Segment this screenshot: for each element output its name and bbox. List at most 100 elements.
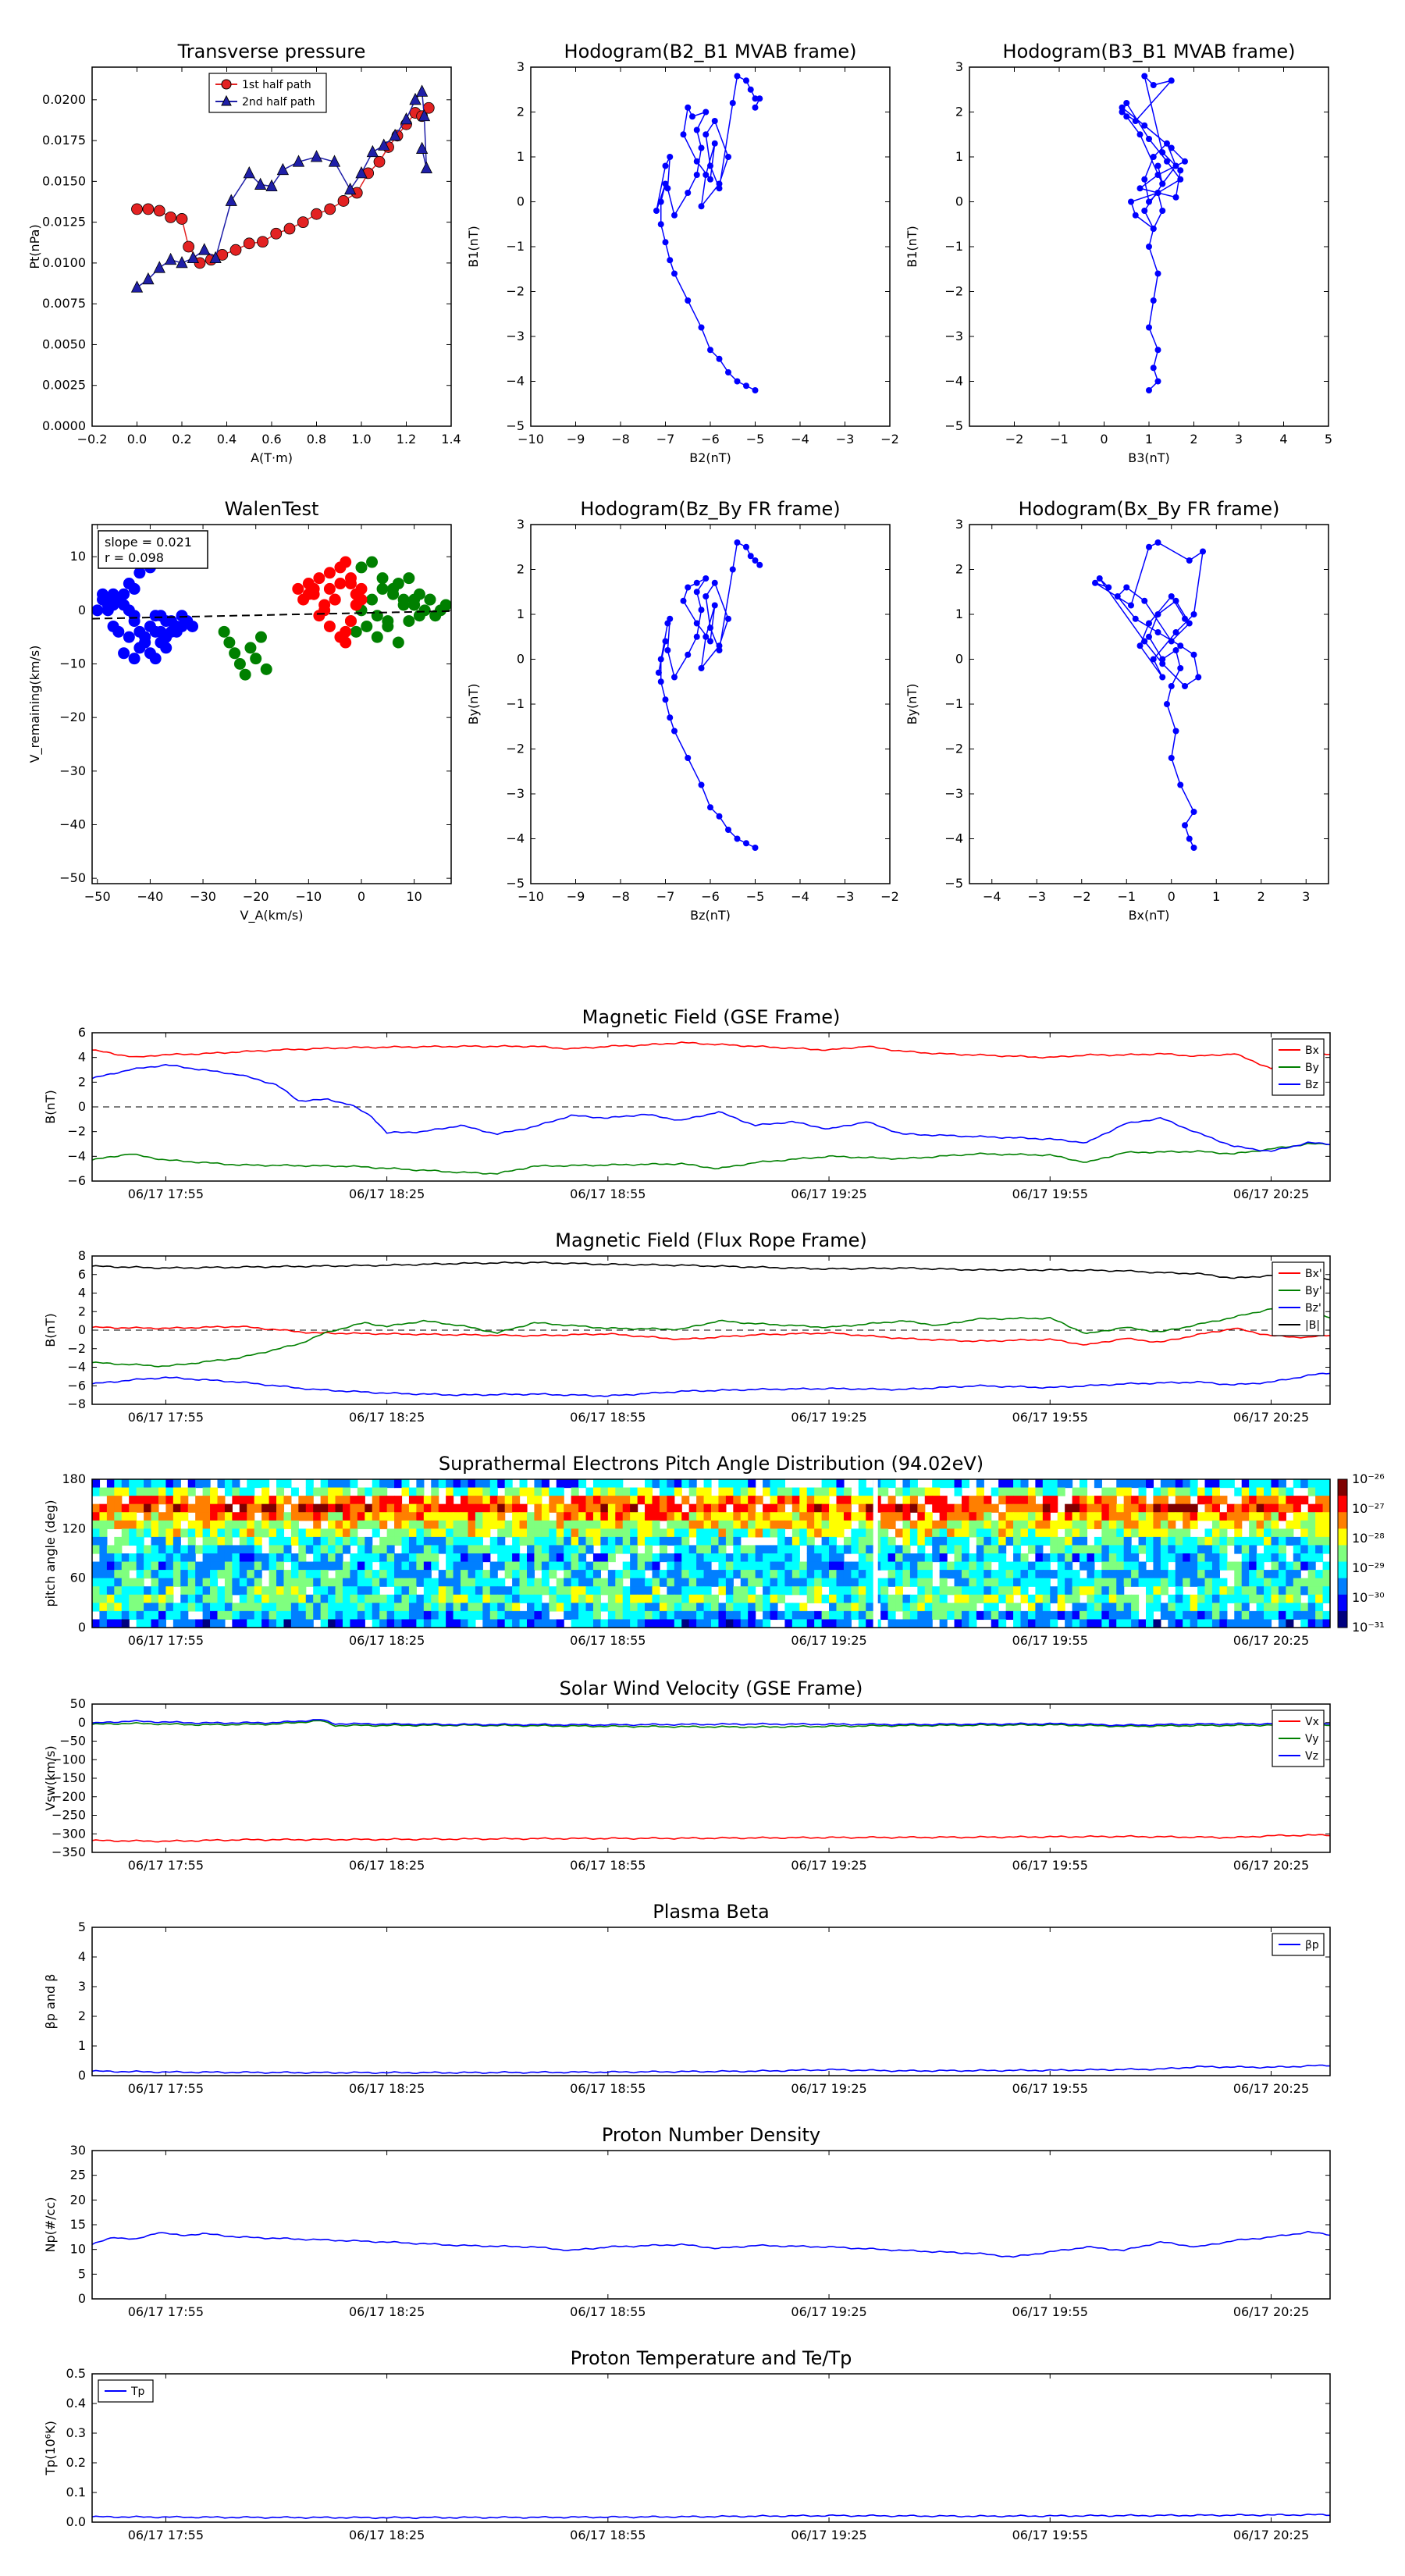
heat-cell [688, 1545, 697, 1554]
heat-cell [740, 1487, 749, 1496]
heat-cell [924, 1578, 933, 1587]
heat-cell [1050, 1528, 1058, 1538]
heat-cell [564, 1479, 572, 1489]
heat-cell [1234, 1520, 1243, 1529]
heat-cell [99, 1536, 108, 1546]
heat-cell [92, 1619, 101, 1628]
heat-cell [136, 1619, 144, 1628]
heat-cell [1108, 1528, 1117, 1538]
heat-cell [1145, 1586, 1154, 1596]
heat-cell [984, 1553, 992, 1563]
heat-cell [843, 1520, 852, 1529]
heat-cell [173, 1570, 181, 1579]
heat-cell [924, 1619, 933, 1628]
x-tick-label: 10 [406, 889, 422, 904]
y-tick-label: 1 [517, 149, 525, 164]
heat-cell [254, 1536, 262, 1546]
data-point [139, 636, 151, 649]
heat-cell [1315, 1520, 1324, 1529]
heat-cell [438, 1512, 446, 1521]
heat-cell [770, 1578, 778, 1587]
heat-cell [843, 1610, 852, 1621]
heat-cell [961, 1520, 970, 1529]
heat-cell [298, 1503, 307, 1513]
heat-cell [1160, 1553, 1168, 1563]
heat-cell [423, 1536, 432, 1546]
heat-cell [836, 1570, 845, 1579]
heat-cell [637, 1496, 646, 1505]
heat-cell [187, 1570, 196, 1579]
heat-cell [180, 1578, 189, 1587]
heat-cell [902, 1487, 911, 1496]
heat-cell [1271, 1594, 1279, 1603]
heat-cell [468, 1619, 476, 1628]
heat-cell [932, 1536, 941, 1546]
heat-cell [645, 1520, 653, 1529]
heat-cell [961, 1528, 970, 1538]
heat-cell [144, 1553, 152, 1563]
heat-cell [688, 1553, 697, 1563]
heat-cell [578, 1496, 587, 1505]
heat-cell [711, 1553, 720, 1563]
heat-cell [1175, 1603, 1183, 1612]
heat-cell [526, 1496, 535, 1505]
heat-cell [887, 1479, 896, 1489]
y-tick-label: −6 [67, 1378, 86, 1393]
heat-cell [1315, 1487, 1324, 1496]
heat-cell [1264, 1578, 1272, 1587]
data-point [1186, 557, 1193, 564]
heat-cell [187, 1528, 196, 1538]
heat-cell [1065, 1520, 1073, 1529]
heat-cell [1005, 1512, 1014, 1521]
heat-cell [895, 1603, 904, 1612]
heat-cell [1080, 1545, 1088, 1554]
heat-cell [497, 1553, 506, 1563]
x-tick-label: 2 [1257, 889, 1265, 904]
heat-cell [468, 1578, 476, 1587]
heat-cell [917, 1586, 926, 1596]
heat-cell [1322, 1496, 1330, 1505]
y-tick-label: 6 [78, 1267, 86, 1282]
heat-cell [630, 1570, 638, 1579]
heat-cell [858, 1520, 866, 1529]
heat-cell [526, 1528, 535, 1538]
heat-cell [453, 1512, 461, 1521]
heat-cell [173, 1610, 181, 1621]
x-tick-label: 06/17 18:25 [349, 1410, 425, 1425]
heat-cell [1168, 1503, 1176, 1513]
heat-cell [232, 1586, 240, 1596]
heat-cell [954, 1578, 962, 1587]
heat-cell [748, 1610, 756, 1621]
y-tick-label: −2 [67, 1124, 86, 1139]
heat-cell [791, 1578, 800, 1587]
heat-cell [416, 1512, 425, 1521]
heat-cell [917, 1545, 926, 1554]
heat-cell [1138, 1528, 1147, 1538]
heat-cell [541, 1586, 550, 1596]
heat-cell [1175, 1586, 1183, 1596]
heat-cell [328, 1578, 336, 1587]
heat-cell [880, 1603, 889, 1612]
data-point [403, 615, 415, 628]
heat-cell [851, 1528, 859, 1538]
colorbar-label: 10⁻²⁶ [1352, 1471, 1385, 1486]
heat-cell [408, 1553, 417, 1563]
heat-cell [681, 1512, 690, 1521]
heat-cell [504, 1503, 513, 1513]
heat-cell [298, 1545, 307, 1554]
heat-cell [151, 1528, 159, 1538]
heat-cell [1211, 1610, 1220, 1621]
heat-cell [1183, 1487, 1191, 1496]
legend-label: Bz' [1305, 1302, 1321, 1315]
heat-cell [489, 1487, 498, 1496]
data-point [1146, 543, 1152, 550]
data-point [244, 642, 257, 654]
heat-cell [755, 1553, 763, 1563]
heat-cell [489, 1512, 498, 1521]
heat-cell [1183, 1520, 1191, 1529]
heat-cell [1241, 1578, 1250, 1587]
heat-cell [969, 1570, 977, 1579]
heat-cell [1050, 1586, 1058, 1596]
heat-cell [210, 1586, 219, 1596]
data-point [667, 714, 674, 721]
